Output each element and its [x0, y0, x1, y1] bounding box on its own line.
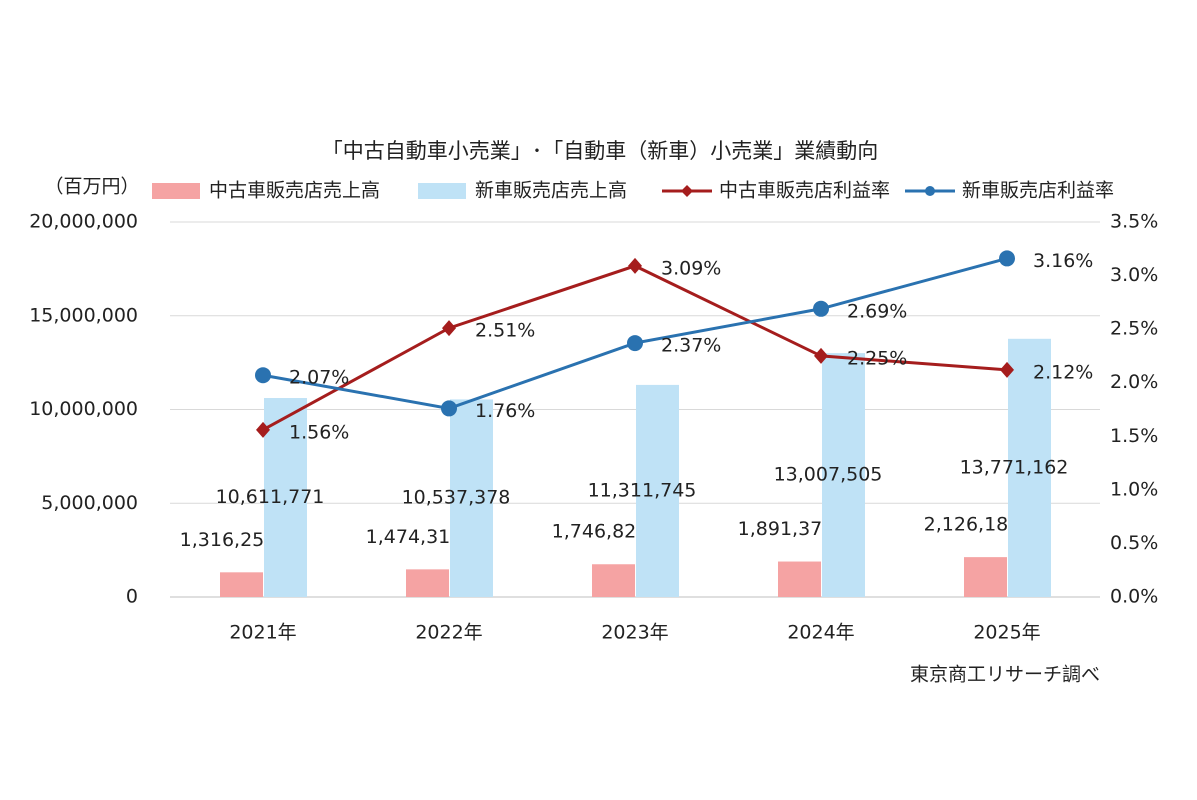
- data-label: 1.56%: [289, 421, 349, 443]
- y-unit-label: （百万円）: [44, 176, 139, 198]
- x-tick-label: 2023年: [601, 622, 668, 644]
- data-label: 1.76%: [475, 400, 535, 422]
- marker: [255, 367, 271, 384]
- legend-marker: [925, 186, 935, 196]
- marker: [442, 320, 456, 337]
- y2-tick-label: 3.5%: [1110, 211, 1158, 233]
- marker: [256, 421, 270, 438]
- bar: [822, 353, 865, 597]
- data-label: 3.09%: [661, 257, 721, 279]
- y-tick-label: 10,000,000: [29, 398, 138, 420]
- y-tick-label: 20,000,000: [29, 211, 138, 233]
- legend-swatch: [418, 183, 466, 199]
- data-label: 2.51%: [475, 320, 535, 342]
- data-label: 1,474,312: [366, 526, 463, 548]
- marker: [1000, 361, 1014, 378]
- data-label: 2.69%: [847, 300, 907, 322]
- data-label: 10,537,378: [402, 487, 511, 509]
- data-label: 2.07%: [289, 367, 349, 389]
- source-note: 東京商工リサーチ調べ: [910, 664, 1100, 686]
- y2-tick-label: 2.0%: [1110, 371, 1158, 393]
- bar: [636, 384, 679, 597]
- y-tick-label: 0: [126, 586, 138, 608]
- marker: [627, 335, 643, 352]
- legend-label: 新車販売店売上高: [475, 180, 627, 202]
- legend-label: 中古車販売店利益率: [719, 180, 890, 202]
- data-label: 11,311,745: [588, 479, 697, 501]
- data-label: 10,611,771: [216, 486, 325, 508]
- y-tick-label: 5,000,000: [41, 492, 138, 514]
- x-tick-label: 2022年: [415, 622, 482, 644]
- x-tick-label: 2024年: [787, 622, 854, 644]
- y2-tick-label: 3.0%: [1110, 264, 1158, 286]
- legend-label: 新車販売店利益率: [962, 180, 1114, 202]
- y2-tick-label: 1.0%: [1110, 478, 1158, 500]
- data-label: 2.37%: [661, 335, 721, 357]
- data-label: 1,316,250: [180, 529, 277, 551]
- bar: [406, 569, 449, 597]
- y2-tick-label: 0.0%: [1110, 586, 1158, 608]
- marker: [813, 300, 829, 317]
- y2-tick-label: 2.5%: [1110, 318, 1158, 340]
- line: [262, 256, 1008, 410]
- marker: [814, 347, 828, 364]
- bar: [450, 399, 493, 597]
- data-label: 13,771,162: [960, 456, 1069, 478]
- legend-label: 中古車販売店売上高: [209, 180, 380, 202]
- bar: [1008, 338, 1051, 597]
- bar: [220, 572, 263, 597]
- data-label: 1,891,377: [738, 518, 835, 540]
- x-tick-label: 2021年: [229, 622, 296, 644]
- data-label: 1,746,828: [552, 521, 649, 543]
- chart-title: 「中古自動車小売業」･「自動車（新車）小売業」業績動向: [322, 139, 879, 163]
- data-label: 2,126,182: [924, 514, 1021, 536]
- bar: [964, 557, 1007, 597]
- data-label: 2.25%: [847, 347, 907, 369]
- y2-tick-label: 0.5%: [1110, 532, 1158, 554]
- marker: [441, 400, 457, 417]
- y2-tick-label: 1.5%: [1110, 425, 1158, 447]
- bar: [592, 564, 635, 597]
- data-label: 2.12%: [1033, 361, 1093, 383]
- bar: [778, 561, 821, 597]
- x-tick-label: 2025年: [973, 622, 1040, 644]
- marker: [999, 250, 1015, 267]
- y-tick-label: 15,000,000: [29, 304, 138, 326]
- legend-swatch: [152, 183, 200, 199]
- marker: [628, 257, 642, 274]
- bar: [264, 398, 307, 597]
- legend-marker: [681, 185, 693, 197]
- data-label: 13,007,505: [774, 464, 883, 486]
- data-label: 3.16%: [1033, 250, 1093, 272]
